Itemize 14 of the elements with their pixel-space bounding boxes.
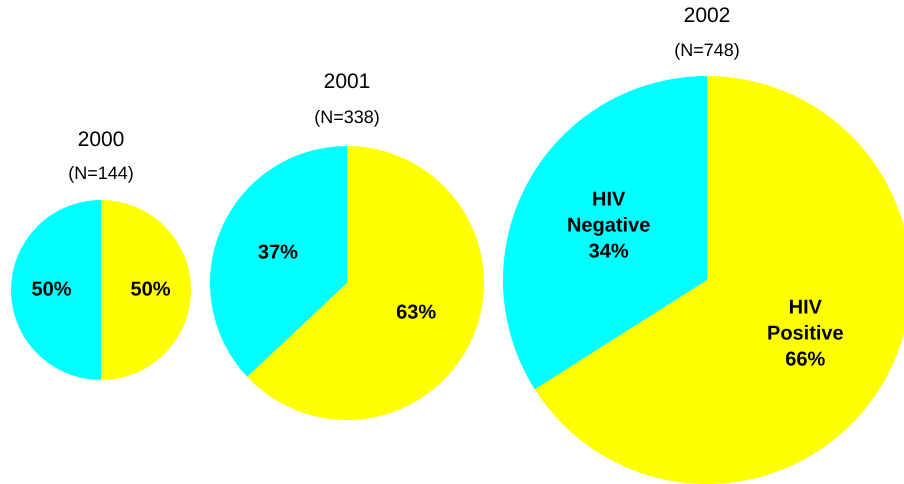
chart-subtitle: (N=748) xyxy=(673,40,741,61)
data-label: 63% xyxy=(396,301,436,324)
chart-title: 2002 xyxy=(682,4,732,28)
data-label: 34% xyxy=(588,240,629,262)
slice-label: HIV Positive xyxy=(766,296,844,345)
data-label: 37% xyxy=(258,242,298,264)
data-label: 66% xyxy=(785,348,826,371)
data-label: 50% xyxy=(31,278,72,301)
chart-subtitle: (N=338) xyxy=(313,107,381,128)
slice-label: HIV Negative xyxy=(566,188,650,236)
chart-subtitle: (N=144) xyxy=(67,163,135,184)
chart-title: 2001 xyxy=(322,70,372,94)
data-label: 50% xyxy=(130,278,171,301)
chart-title: 2000 xyxy=(76,128,126,152)
